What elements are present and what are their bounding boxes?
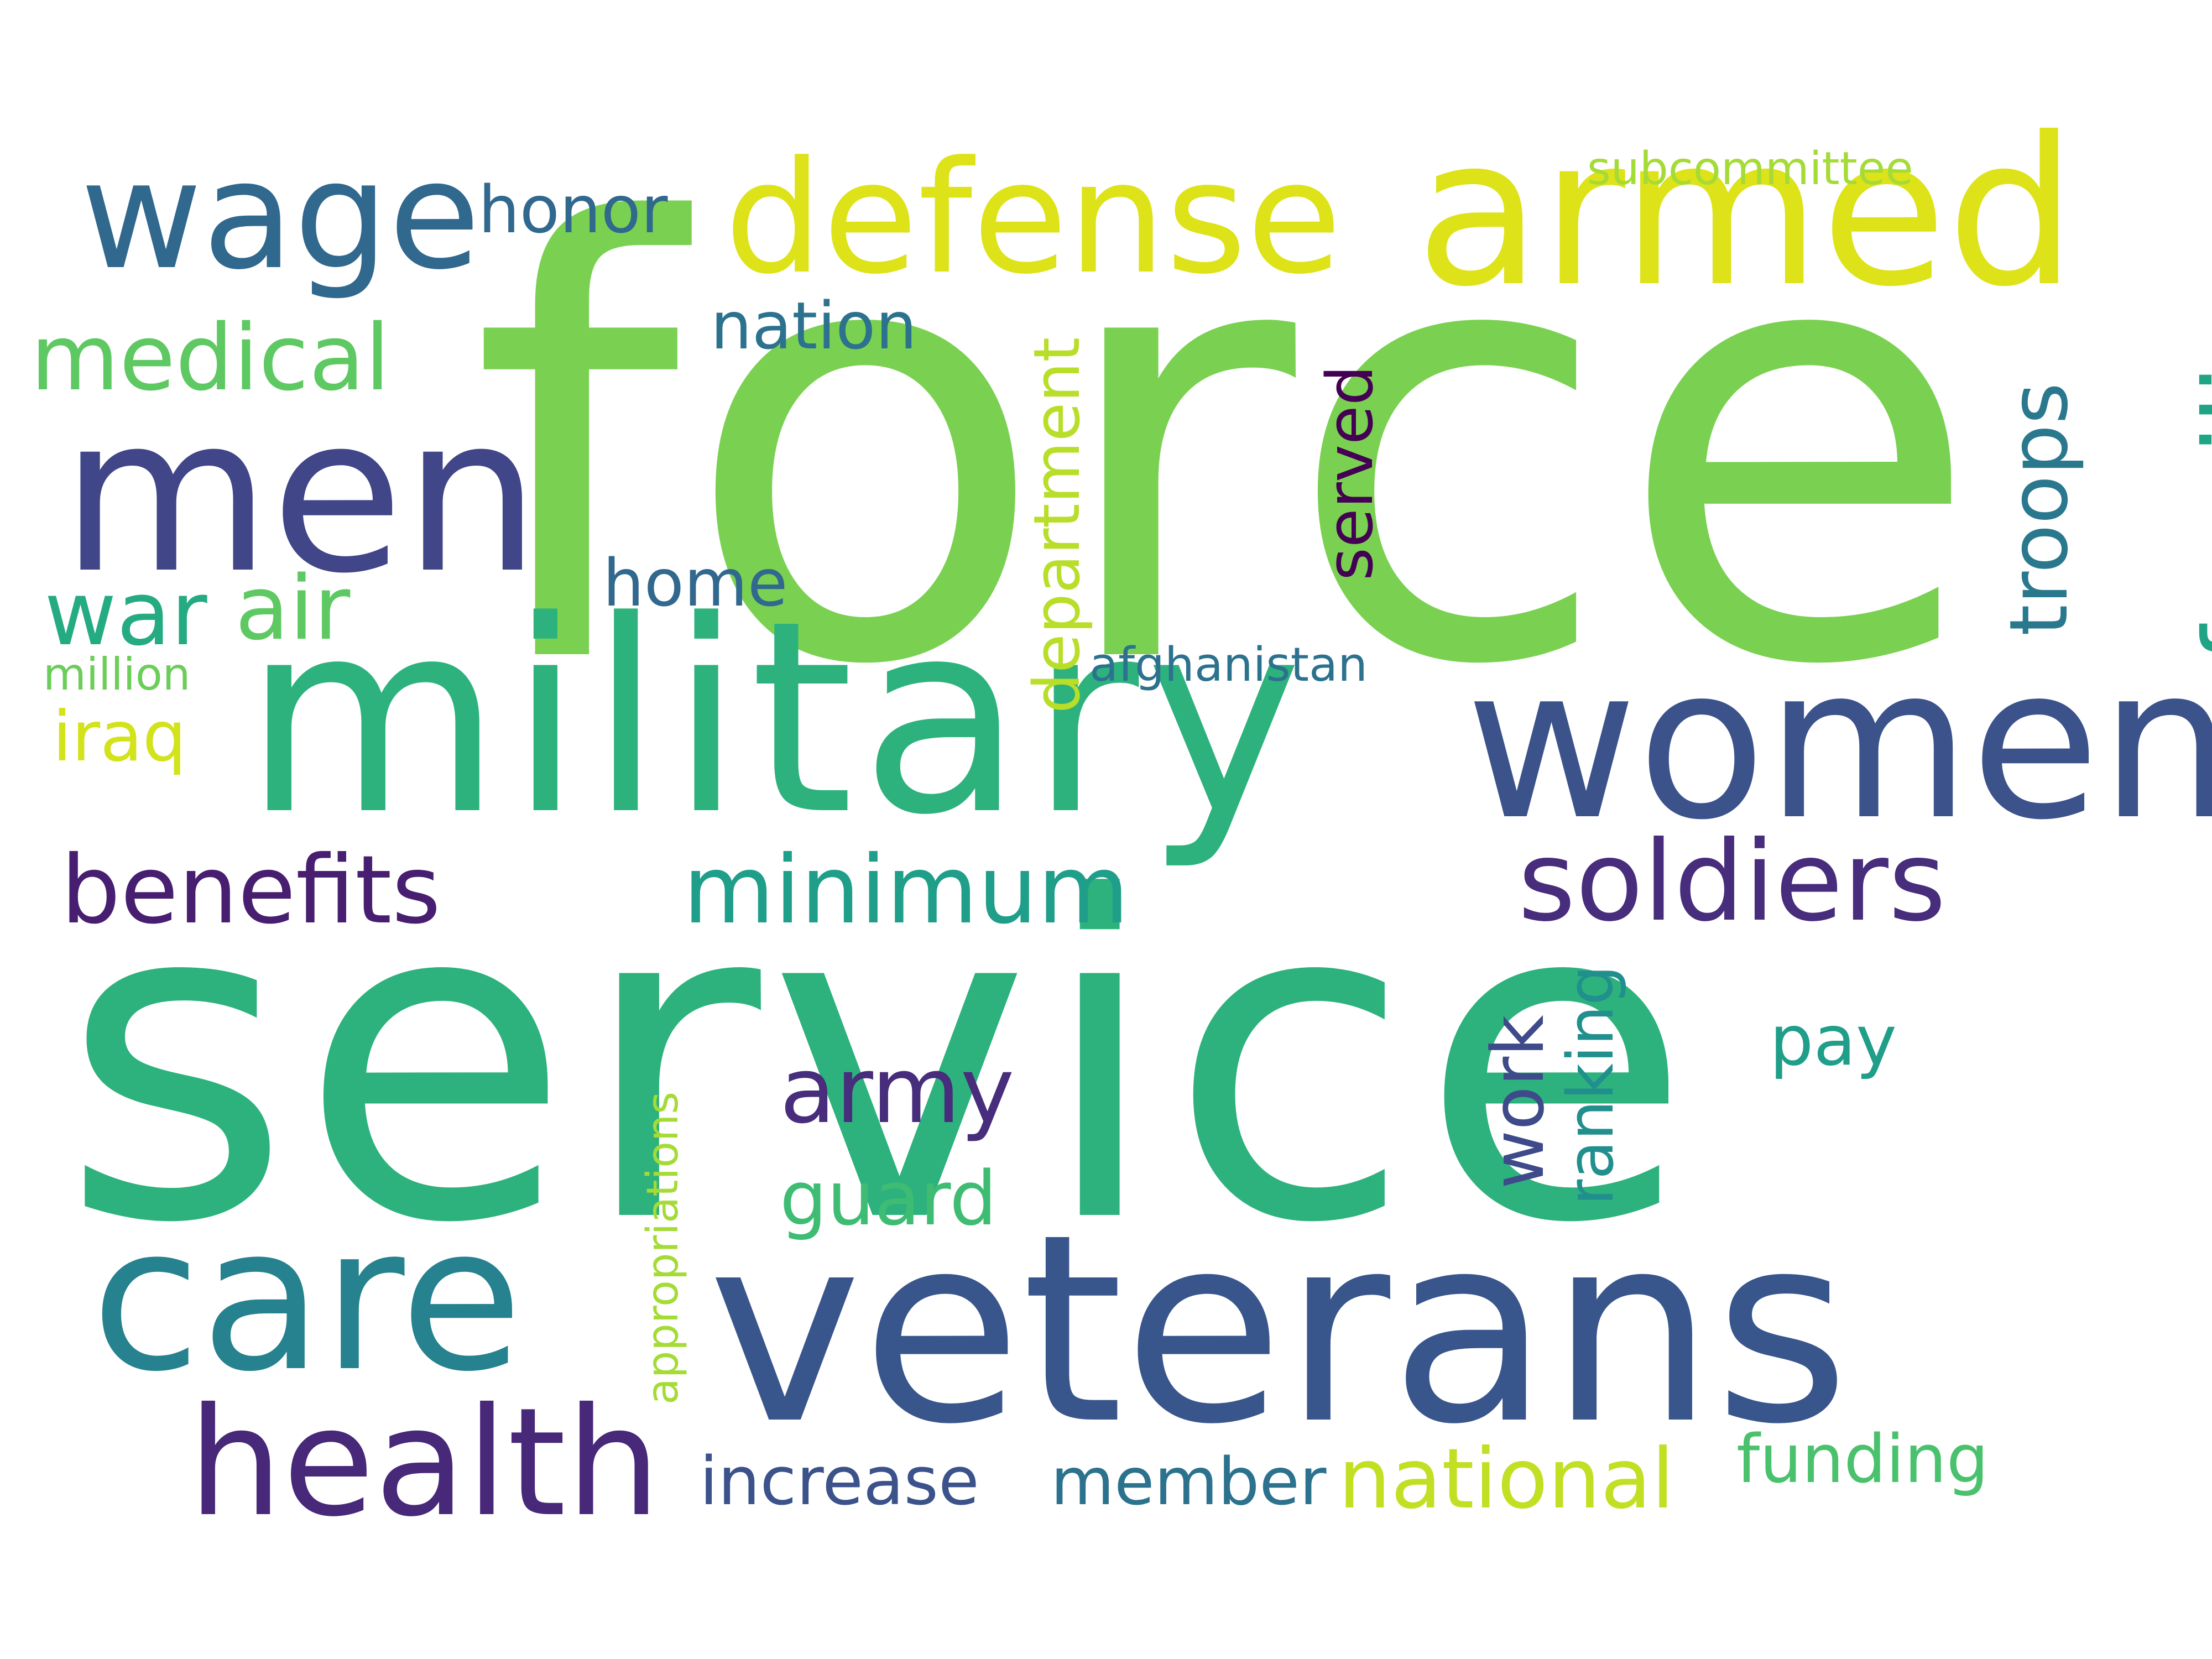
word-benefits: benefits <box>61 836 441 945</box>
word-women: women <box>1465 621 2212 866</box>
word-nation: nation <box>711 288 917 364</box>
word-ranking: ranking <box>1554 964 1628 1206</box>
word-department: department <box>1020 337 1094 713</box>
word-honor: honor <box>478 171 668 248</box>
word-pay: pay <box>1770 1001 1897 1081</box>
word-force: force <box>470 100 1985 795</box>
word-air: air <box>235 556 351 660</box>
word-army: army <box>780 1037 1015 1144</box>
word-funding: funding <box>1736 1421 1989 1498</box>
word-health: health <box>188 1375 661 1550</box>
word-iraq: iraq <box>53 697 187 777</box>
word-troops: troops <box>1992 382 2086 636</box>
word-wage: wage <box>80 128 481 302</box>
word-served: served <box>1313 365 1387 581</box>
word-armed: armed <box>1416 94 2077 332</box>
word-appropriations: appropriations <box>638 1092 688 1405</box>
word-guard: guard <box>780 1155 997 1242</box>
word-national: national <box>1338 1431 1674 1527</box>
word-afghanistan: afghanistan <box>1089 638 1368 692</box>
word-families: families <box>2181 242 2212 664</box>
word-veterans: veterans <box>708 1178 1850 1481</box>
word-soldiers: soldiers <box>1518 817 1947 946</box>
word-member: member <box>1051 1443 1327 1520</box>
word-increase: increase <box>700 1443 979 1520</box>
word-defense: defense <box>724 128 1342 309</box>
word-million: million <box>43 649 191 700</box>
word-medical: medical <box>30 305 390 411</box>
word-care: care <box>91 1183 523 1415</box>
word-military: military <box>243 564 1310 873</box>
word-work: work <box>1476 1015 1560 1189</box>
word-men: men <box>61 369 541 620</box>
word-service: service <box>61 804 1700 1319</box>
word-home: home <box>603 545 788 621</box>
word-minimum: minimum <box>683 836 1129 945</box>
word-subcommittee: subcommittee <box>1587 143 1913 195</box>
word-war: war <box>44 562 207 665</box>
